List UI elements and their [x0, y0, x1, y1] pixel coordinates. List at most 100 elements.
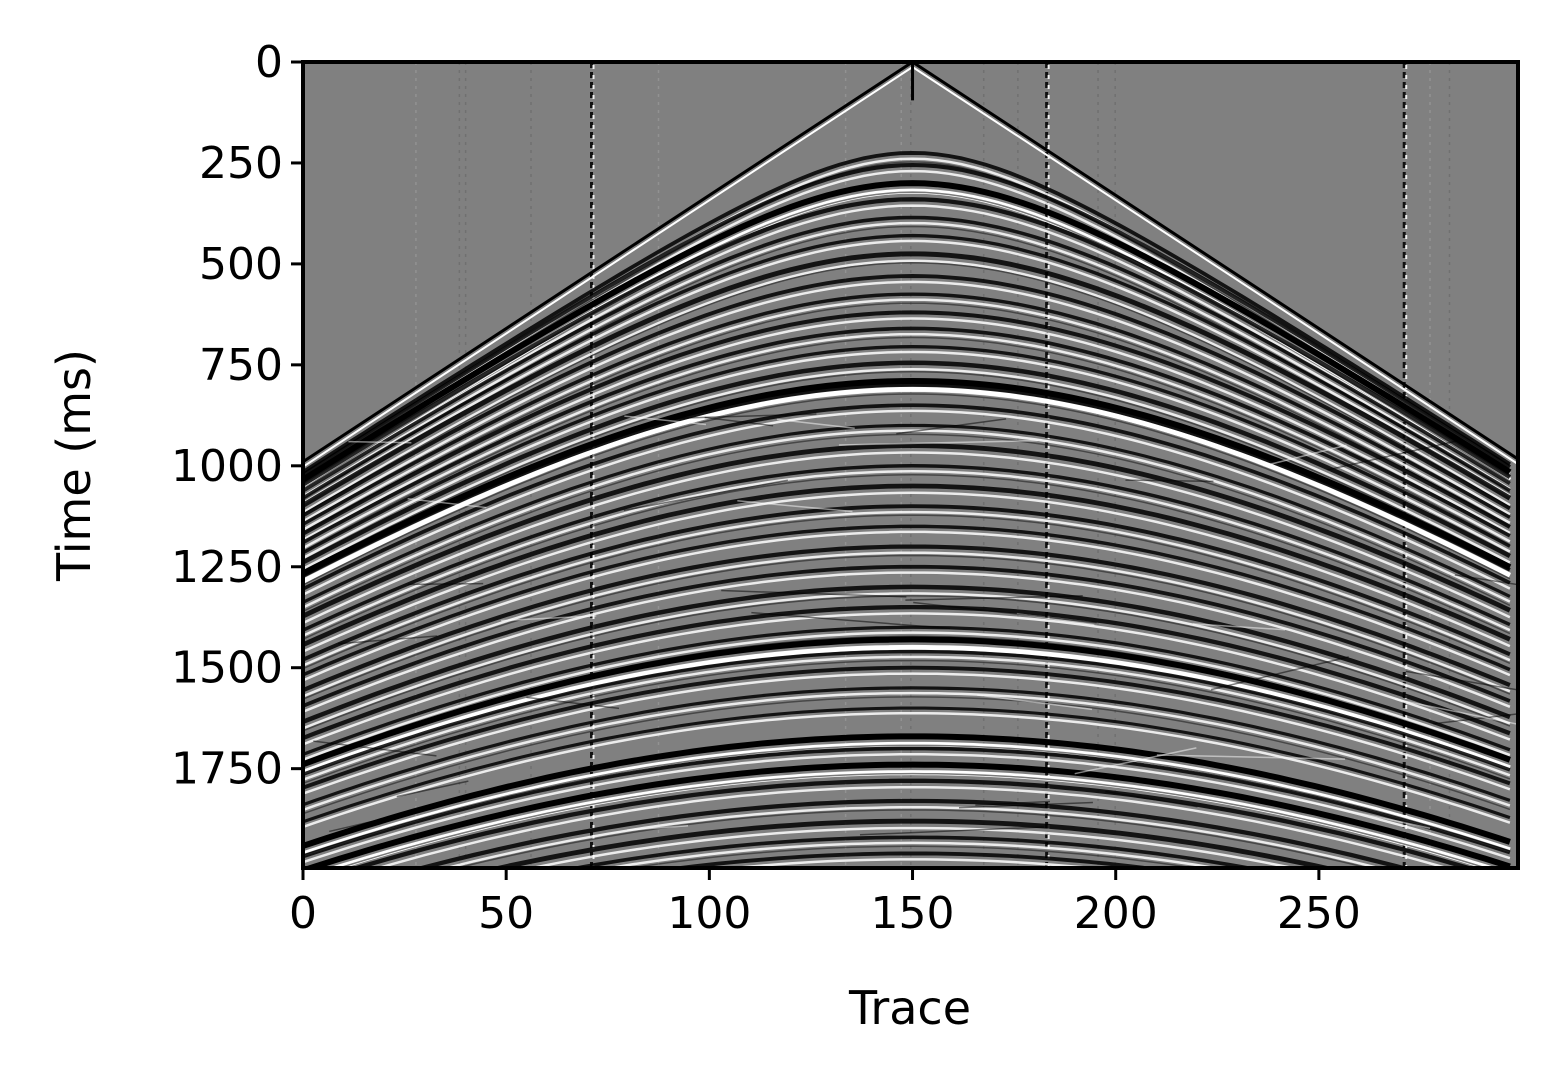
reflection-event: [303, 649, 1511, 776]
reflection-event-trough: [303, 280, 1511, 523]
reflection-event-trough: [303, 317, 1511, 541]
y-tick-label: 750: [199, 340, 283, 391]
reflection-event-trough: [374, 785, 1451, 868]
y-tick-label: 1250: [171, 542, 283, 593]
x-tick-label: 200: [1074, 888, 1158, 939]
reflection-event: [303, 665, 1511, 790]
reflection-event-trough: [303, 389, 1511, 583]
dipping-event: [624, 415, 707, 426]
dipping-event: [1433, 713, 1518, 725]
reflection-event-sidelobe: [303, 554, 1511, 700]
dipping-event: [313, 740, 437, 757]
dipping-event: [975, 800, 1051, 806]
reflection-event: [303, 345, 1511, 555]
x-tick-label: 100: [667, 888, 751, 939]
dipping-event: [977, 694, 1093, 711]
reflection-event: [303, 233, 1511, 500]
reflections-layer: [303, 150, 1518, 868]
reflection-event-trough: [303, 631, 1511, 761]
reflection-event-sidelobe: [303, 302, 1511, 534]
reflection-event-sidelobe: [303, 514, 1511, 670]
reflection-event-trough: [303, 592, 1511, 730]
reflection-event-trough: [303, 221, 1511, 498]
dipping-event: [672, 413, 817, 420]
reflection-event-sidelobe: [303, 474, 1511, 640]
dipping-event: [501, 615, 597, 622]
reflection-event-trough: [303, 491, 1511, 653]
dipping-event: [838, 439, 1038, 446]
reflection-event-trough: [303, 691, 1511, 812]
reflection-event: [303, 180, 1512, 483]
reflection-event: [303, 403, 1511, 591]
reflection-event: [303, 761, 1511, 868]
dipping-event: [407, 582, 484, 586]
reflection-event: [303, 544, 1511, 693]
reflection-event-trough: [303, 239, 1511, 505]
dipping-event: [329, 800, 462, 833]
reflection-event-trough: [303, 204, 1511, 493]
dipping-event: [1327, 440, 1457, 471]
reflection-event: [303, 686, 1511, 807]
dipping-event: [913, 601, 1097, 624]
reflection-event: [665, 851, 1160, 868]
reflection-event-trough: [303, 350, 1511, 560]
direct-arrival-left-trough: [303, 66, 914, 468]
reflection-event: [303, 746, 1511, 859]
y-tick-label: 500: [199, 239, 283, 290]
reflection-event: [348, 778, 1477, 868]
direct-arrival-right: [911, 62, 1518, 461]
reflection-event: [303, 150, 1511, 474]
reflection-event-sidelobe: [303, 336, 1511, 553]
reflection-event-trough: [303, 655, 1511, 781]
dipping-event: [1192, 623, 1286, 631]
reflection-event-trough: [441, 806, 1384, 868]
plot-area: [301, 60, 1520, 870]
reflection-event-trough: [327, 770, 1498, 868]
dipping-event: [776, 418, 855, 430]
reflection-event: [303, 197, 1512, 487]
y-tick-label: 1500: [171, 643, 283, 694]
reflection-event-trough: [303, 551, 1511, 698]
reflection-event: [303, 251, 1512, 508]
reflection-event-sidelobe: [336, 772, 1489, 868]
dipping-event: [958, 801, 1093, 809]
dipping-event: [1454, 574, 1518, 586]
reflection-event: [303, 274, 1511, 518]
dipping-event: [1210, 656, 1349, 691]
reflection-event-trough: [525, 826, 1300, 868]
dipping-event: [1263, 444, 1347, 467]
reflection-event-sidelobe: [303, 744, 1511, 856]
reflection-event-trough: [303, 530, 1511, 682]
reflection-event: [303, 584, 1511, 724]
reflection-event-trough: [303, 741, 1511, 857]
y-tick-label: 250: [199, 138, 283, 189]
x-tick-label: 50: [478, 888, 534, 939]
y-tick-label: 1750: [171, 744, 283, 795]
x-tick-label: 0: [289, 888, 317, 939]
reflection-event-trough: [303, 409, 1511, 596]
reflection-event-trough: [303, 451, 1511, 625]
dipping-event: [737, 500, 853, 513]
dipping-event: [623, 479, 788, 512]
dipping-event: [1234, 785, 1431, 829]
reflection-event-trough: [303, 470, 1511, 637]
reflection-event: [303, 360, 1511, 565]
reflection-event: [303, 483, 1511, 647]
x-tick-label: 250: [1277, 888, 1361, 939]
reflection-event-sidelobe: [303, 371, 1511, 572]
reflection-event: [303, 215, 1511, 493]
y-axis-label: Time (ms): [47, 349, 101, 582]
reflection-event-sidelobe: [454, 809, 1371, 868]
dipping-event: [1395, 698, 1518, 725]
dipping-event: [338, 635, 438, 645]
reflection-event-trough: [303, 510, 1511, 667]
x-axis: 0 50 100 150 200 250: [289, 868, 1361, 939]
dipping-event: [627, 825, 689, 831]
dipping-event: [407, 497, 487, 509]
reflection-event: [303, 524, 1511, 677]
reflection-event: [303, 564, 1511, 708]
reflection-event-trough: [303, 332, 1511, 550]
direct-arrival-right-trough: [911, 66, 1518, 465]
reflection-event-trough: [303, 259, 1511, 514]
